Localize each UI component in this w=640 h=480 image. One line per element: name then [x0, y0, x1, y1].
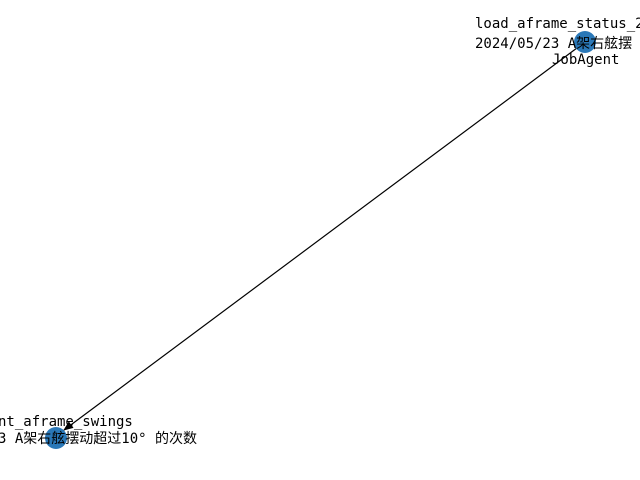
node-bottom-label-line-1: nt_aframe_swings: [0, 414, 133, 430]
node-top-sublabel: JobAgent: [552, 52, 619, 68]
graph-edge: [63, 41, 586, 431]
node-top-label-line-2: 2024/05/23 A架右舷摆: [475, 36, 632, 52]
graph-node-top[interactable]: [574, 31, 596, 53]
node-bottom-label-line-2: 3 A架右舷摆动超过10° 的次数: [0, 431, 197, 447]
node-top-label-line-1: load_aframe_status_20: [475, 16, 640, 32]
graph-node-bottom[interactable]: [45, 427, 67, 449]
